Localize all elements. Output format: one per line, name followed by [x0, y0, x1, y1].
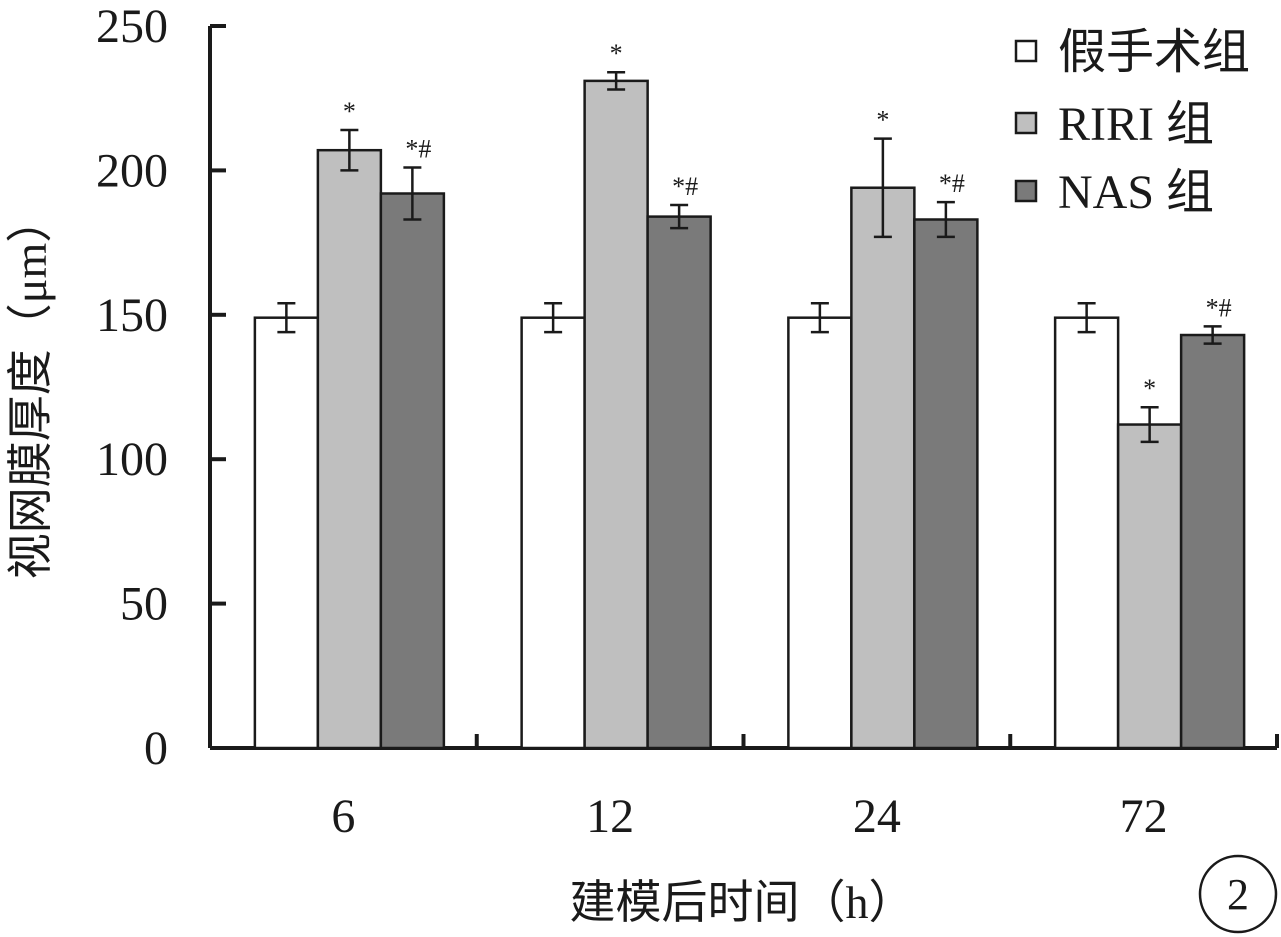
x-tick-label: 12 [586, 790, 634, 843]
bar [253, 316, 320, 750]
y-tick-label: 250 [96, 0, 168, 53]
legend: 假手术组 RIRI 组 NAS 组 [1014, 26, 1250, 219]
bar [913, 218, 979, 750]
legend-swatch-sham [1014, 39, 1038, 63]
y-axis: 0 50 100 150 200 250 [96, 0, 226, 775]
x-tick-label: 6 [331, 790, 355, 843]
significance-marker: * [610, 39, 623, 68]
significance-marker: * [343, 97, 356, 126]
x-tick-label: 24 [853, 790, 901, 843]
y-tick-label: 0 [144, 722, 168, 775]
y-tick-label: 100 [96, 433, 168, 486]
x-axis: 6 12 24 72 [210, 734, 1279, 843]
bar [379, 192, 446, 750]
legend-swatch-nas [1014, 179, 1038, 203]
x-tick-label: 72 [1120, 790, 1168, 843]
significance-marker: * [876, 106, 889, 135]
y-tick-label: 200 [96, 144, 168, 197]
bar [583, 79, 649, 750]
y-tick-label: 50 [120, 578, 168, 631]
legend-label-nas: NAS 组 [1058, 166, 1214, 219]
significance-annotations: * *# * *# * *# * *# [343, 39, 1232, 403]
bars [253, 79, 1246, 750]
error-bars [277, 70, 1222, 444]
y-tick-label: 150 [96, 289, 168, 342]
bar [850, 186, 916, 750]
panel-label: 2 [1198, 854, 1278, 934]
bar [316, 148, 383, 750]
legend-label-sham: 假手术组 [1058, 26, 1250, 79]
bar [787, 316, 853, 750]
significance-marker: *# [405, 135, 431, 164]
significance-marker: *# [672, 172, 698, 201]
bar [1179, 333, 1246, 750]
legend-label-riri: RIRI 组 [1058, 98, 1214, 151]
bar [520, 316, 586, 750]
legend-swatch-riri [1014, 111, 1038, 135]
panel-label-number: 2 [1227, 870, 1249, 919]
panel-label-circle [1198, 854, 1278, 934]
bar [646, 215, 712, 750]
bar [1053, 316, 1120, 750]
bar [1116, 423, 1183, 750]
significance-marker: *# [1206, 293, 1232, 322]
x-axis-title: 建模后时间（h） [570, 877, 915, 928]
significance-marker: *# [939, 169, 965, 198]
significance-marker: * [1143, 374, 1156, 403]
y-axis-title: 视网膜厚度（μm） [5, 197, 56, 579]
